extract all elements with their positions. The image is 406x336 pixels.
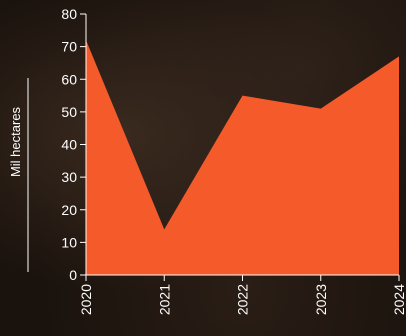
y-tick-label: 80	[61, 6, 77, 22]
y-ticks: 0 10 20 30 40 50 60 70 80	[61, 6, 86, 283]
y-tick-label: 10	[61, 234, 77, 250]
y-tick-label: 30	[61, 169, 77, 185]
y-tick-label: 20	[61, 202, 77, 218]
y-tick-label: 60	[61, 71, 77, 87]
x-tick-label: 2020	[78, 284, 94, 315]
area-series	[86, 40, 399, 275]
x-tick-label: 2022	[235, 284, 251, 315]
y-tick-label: 50	[61, 104, 77, 120]
x-ticks: 2020 2021 2022 2023 2024	[78, 275, 406, 315]
x-tick-label: 2021	[156, 284, 172, 315]
y-axis-title: Mil hectares	[8, 106, 23, 177]
y-tick-label: 70	[61, 39, 77, 55]
y-tick-label: 0	[69, 267, 77, 283]
y-tick-label: 40	[61, 137, 77, 153]
x-tick-label: 2023	[313, 284, 329, 315]
x-tick-label: 2024	[391, 284, 406, 315]
